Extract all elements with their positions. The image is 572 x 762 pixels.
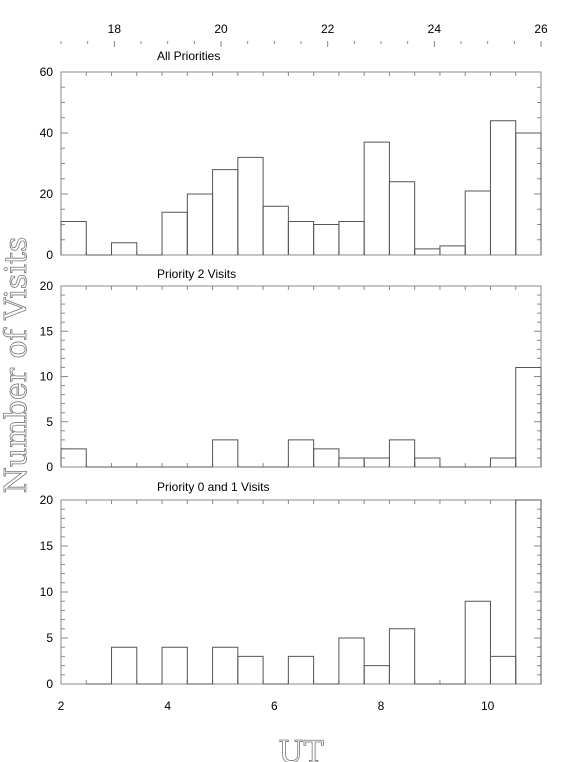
histogram-bar	[237, 655, 264, 684]
histogram-bar	[161, 211, 188, 255]
top-x-tick-label: 18	[108, 22, 122, 36]
histogram-bar	[287, 220, 315, 255]
top-x-tick-label: 20	[214, 22, 228, 36]
histogram-bar	[60, 220, 87, 255]
histogram-bar	[313, 448, 340, 467]
histogram-bar	[363, 141, 390, 255]
histogram-bar	[212, 169, 239, 255]
histogram-bar	[388, 628, 416, 684]
histogram-bar	[388, 181, 416, 255]
bottom-x-tick-label: 8	[378, 699, 385, 713]
histogram-bar	[111, 242, 138, 255]
y-tick-label: 10	[40, 370, 54, 384]
y-tick-label: 0	[46, 677, 53, 691]
y-tick-label: 5	[46, 631, 53, 645]
histogram-bar	[515, 499, 542, 684]
histogram-bar	[212, 439, 239, 467]
y-tick-label: 20	[40, 279, 54, 293]
panel-title: Priority 2 Visits	[157, 267, 236, 281]
histogram-bar	[464, 190, 491, 255]
panel-title: All Priorities	[157, 49, 220, 63]
histogram-bar	[111, 646, 138, 684]
bottom-x-tick-label: 4	[164, 699, 171, 713]
x-axis-label: UT	[278, 735, 323, 762]
histogram-bar	[262, 205, 289, 255]
y-tick-label: 20	[40, 493, 54, 507]
histogram-bar	[363, 457, 390, 467]
histogram-bar	[313, 224, 340, 255]
histogram-bar	[60, 448, 87, 467]
histogram-bar	[388, 439, 416, 467]
top-x-tick-label: 26	[534, 22, 548, 36]
histogram-bar	[338, 220, 365, 255]
histogram-bar	[489, 457, 517, 467]
histogram-bar	[515, 132, 542, 255]
bottom-x-tick-label: 2	[58, 699, 65, 713]
y-tick-label: 20	[40, 187, 54, 201]
histogram-bar	[489, 655, 517, 684]
histogram-bar	[414, 457, 441, 467]
histogram-bar	[212, 646, 239, 684]
y-tick-label: 0	[46, 248, 53, 262]
histogram-bar	[161, 646, 188, 684]
panel-frame	[60, 71, 542, 256]
histogram-bar	[464, 600, 491, 684]
panel-title: Priority 0 and 1 Visits	[157, 480, 270, 494]
histogram-bar	[515, 366, 542, 467]
y-tick-label: 15	[40, 324, 54, 338]
histogram-bar	[186, 193, 214, 255]
y-axis-label: Number of Visits	[0, 237, 34, 494]
histogram-bar	[363, 665, 390, 684]
y-tick-label: 40	[40, 126, 54, 140]
histogram-bar	[338, 637, 365, 684]
top-x-tick-label: 22	[321, 22, 335, 36]
y-tick-label: 5	[46, 415, 53, 429]
histogram-bar	[439, 245, 466, 255]
y-tick-label: 0	[46, 460, 53, 474]
histogram-bar	[414, 248, 441, 255]
y-tick-label: 60	[40, 65, 54, 79]
histogram-bar	[287, 439, 315, 467]
bottom-x-tick-label: 6	[271, 699, 278, 713]
histogram-bar	[237, 156, 264, 255]
y-tick-label: 15	[40, 539, 54, 553]
histogram-bar	[489, 120, 517, 255]
top-x-tick-label: 24	[428, 22, 442, 36]
bottom-x-tick-label: 10	[481, 699, 495, 713]
y-tick-label: 10	[40, 585, 54, 599]
histogram-bar	[338, 457, 365, 467]
histogram-bar	[287, 655, 315, 684]
